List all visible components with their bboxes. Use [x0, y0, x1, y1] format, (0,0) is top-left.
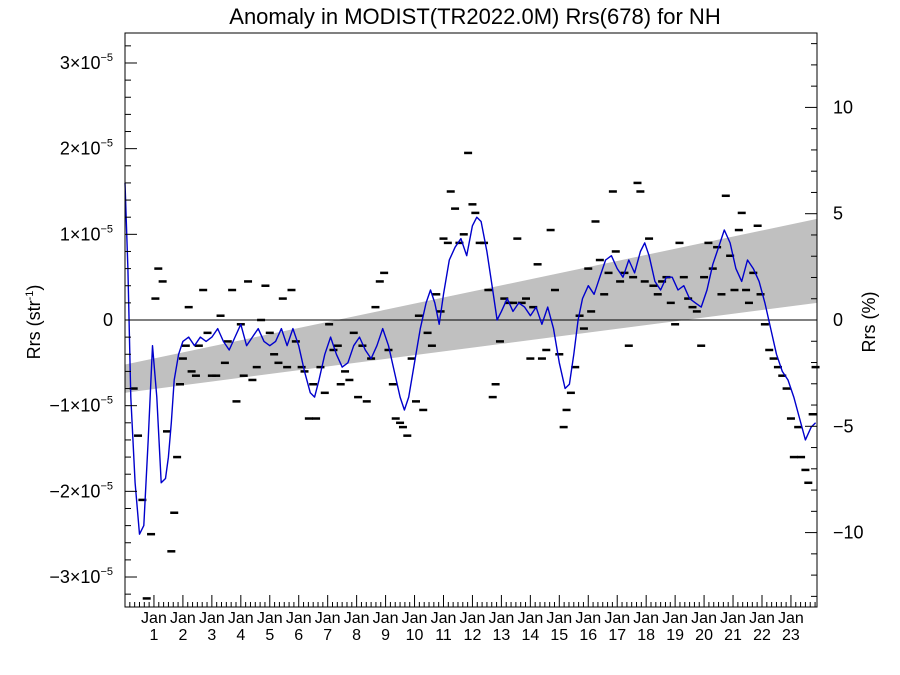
x-tick-year-label: 14: [521, 627, 539, 644]
x-tick-year-label: 22: [753, 627, 771, 644]
x-tick-year-label: 20: [695, 627, 713, 644]
x-tick-year-label: 4: [236, 627, 245, 644]
x-tick-month-label: Jan: [373, 610, 399, 627]
x-tick-year-label: 21: [724, 627, 742, 644]
x-tick-month-label: Jan: [517, 610, 543, 627]
chart-title: Anomaly in MODIST(TR2022.0M) Rrs(678) fo…: [229, 4, 720, 29]
trend-band-layer: [125, 218, 817, 393]
left-tick-label: 0: [103, 310, 113, 330]
x-tick-year-label: 1: [150, 627, 159, 644]
x-tick-year-label: 7: [323, 627, 332, 644]
y-axis-label: Rrs (str-1): [24, 285, 44, 360]
x-tick-month-label: Jan: [720, 610, 746, 627]
left-tick-label: −2×10−5: [49, 480, 113, 501]
x-tick-month-label: Jan: [460, 610, 486, 627]
x-tick-year-label: 19: [666, 627, 684, 644]
x-tick-year-label: 2: [178, 627, 187, 644]
x-tick-month-label: Jan: [257, 610, 283, 627]
x-tick-year-label: 5: [265, 627, 274, 644]
x-tick-year-label: 11: [435, 627, 452, 644]
x-tick-month-label: Jan: [344, 610, 370, 627]
x-tick-month-label: Jan: [286, 610, 312, 627]
x-tick-month-label: Jan: [141, 610, 167, 627]
right-tick-label: −10: [833, 523, 864, 543]
x-tick-year-label: 9: [381, 627, 390, 644]
x-axis: Jan1Jan2Jan3Jan4Jan5Jan6Jan7Jan8Jan9Jan1…: [124, 595, 816, 644]
x-tick-month-label: Jan: [633, 610, 659, 627]
left-tick-label: 2×10−5: [60, 138, 113, 159]
x-tick-year-label: 13: [493, 627, 511, 644]
x-tick-month-label: Jan: [546, 610, 572, 627]
x-tick-month-label: Jan: [170, 610, 196, 627]
x-tick-month-label: Jan: [402, 610, 428, 627]
x-tick-month-label: Jan: [315, 610, 341, 627]
trend-band: [125, 218, 817, 393]
monthly-points-layer: [129, 151, 820, 600]
left-tick-label: −3×10−5: [49, 566, 113, 587]
x-tick-month-label: Jan: [662, 610, 688, 627]
x-tick-year-label: 10: [406, 627, 424, 644]
x-tick-year-label: 12: [464, 627, 482, 644]
right-tick-label: −5: [833, 416, 854, 436]
right-axis: 10 5 0 −5 −10: [805, 43, 864, 597]
x-tick-month-label: Jan: [778, 610, 804, 627]
y2-axis-label: Rrs (%): [859, 292, 879, 353]
right-tick-label: 0: [833, 310, 843, 330]
x-tick-year-label: 18: [637, 627, 655, 644]
x-tick-month-label: Jan: [228, 610, 254, 627]
x-tick-year-label: 6: [294, 627, 303, 644]
left-tick-label: 1×10−5: [60, 223, 113, 244]
right-tick-label: 10: [833, 97, 853, 117]
x-tick-year-label: 8: [352, 627, 361, 644]
left-tick-label: 3×10−5: [60, 52, 113, 73]
x-tick-month-label: Jan: [199, 610, 225, 627]
smoothed-line-layer: [124, 182, 817, 535]
x-tick-month-label: Jan: [489, 610, 515, 627]
smoothed-series-line: [124, 182, 817, 535]
x-tick-month-label: Jan: [691, 610, 717, 627]
x-tick-year-label: 17: [608, 627, 626, 644]
left-tick-label: −1×10−5: [49, 395, 113, 416]
x-tick-month-label: Jan: [749, 610, 775, 627]
right-tick-label: 5: [833, 204, 843, 224]
x-tick-year-label: 23: [782, 627, 800, 644]
x-tick-year-label: 3: [207, 627, 216, 644]
x-tick-month-label: Jan: [431, 610, 457, 627]
x-tick-year-label: 16: [579, 627, 597, 644]
left-axis: 3×10−5 2×10−5 1×10−5 0 −1×10−5 −2×10−5 −3×10−5: [49, 45, 137, 595]
x-tick-month-label: Jan: [575, 610, 601, 627]
x-tick-year-label: 15: [550, 627, 568, 644]
x-tick-month-label: Jan: [604, 610, 630, 627]
